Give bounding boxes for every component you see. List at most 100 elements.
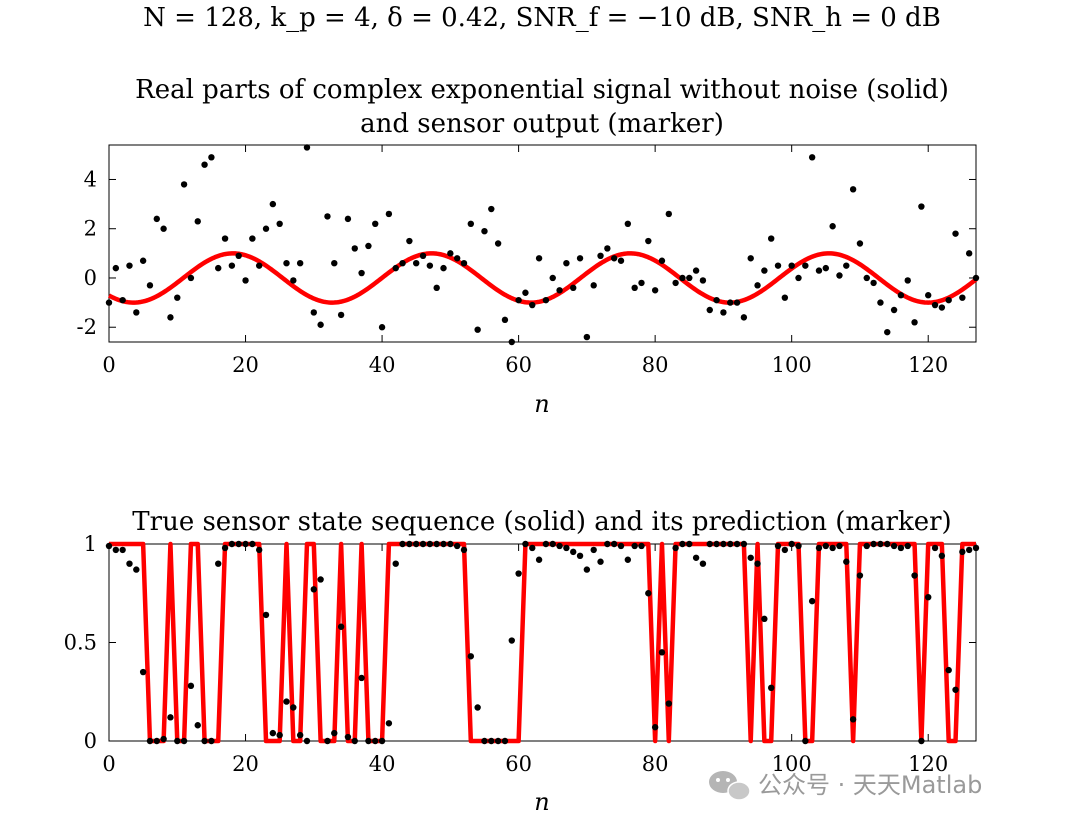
- data-point: [433, 284, 440, 292]
- data-point: [904, 277, 911, 284]
- data-point: [788, 262, 795, 269]
- data-point: [399, 540, 406, 548]
- data-point: [453, 542, 461, 550]
- data-point: [918, 737, 925, 745]
- data-point: [617, 542, 625, 550]
- data-point: [447, 250, 454, 257]
- xtick-label: 0: [102, 353, 115, 377]
- data-point: [460, 546, 468, 554]
- ytick-label: 4: [84, 167, 97, 191]
- data-point: [795, 274, 802, 282]
- data-point: [126, 560, 133, 567]
- data-point: [570, 284, 577, 292]
- data-point: [808, 154, 816, 161]
- data-point: [713, 540, 720, 548]
- data-point: [447, 540, 454, 548]
- data-point: [938, 552, 946, 560]
- xtick-label: 20: [232, 353, 259, 377]
- data-point: [228, 540, 236, 548]
- data-point: [870, 540, 877, 548]
- data-point: [392, 560, 399, 567]
- data-point: [358, 674, 365, 682]
- data-point: [679, 540, 686, 548]
- data-point: [378, 324, 386, 331]
- data-point: [549, 540, 556, 548]
- data-point: [781, 294, 789, 301]
- data-point: [972, 274, 980, 282]
- data-point: [249, 540, 256, 548]
- data-point: [365, 242, 372, 250]
- data-point: [658, 257, 666, 264]
- data-point: [433, 540, 440, 548]
- ytick-label: 1: [84, 532, 97, 556]
- xtick-label: 20: [232, 752, 259, 776]
- chart2-state-line: [109, 541, 976, 744]
- data-point: [453, 255, 461, 262]
- data-point: [638, 279, 645, 287]
- data-point: [262, 611, 270, 619]
- data-point: [413, 260, 420, 267]
- data-point: [201, 737, 208, 745]
- data-point: [529, 301, 536, 309]
- data-point: [549, 274, 556, 282]
- data-point: [877, 540, 884, 548]
- data-point: [378, 737, 386, 745]
- data-point: [931, 544, 939, 552]
- data-point: [788, 540, 795, 548]
- data-point: [160, 735, 167, 743]
- ytick-label: 0.5: [64, 631, 97, 655]
- data-point: [802, 737, 809, 745]
- xtick-label: 0: [102, 752, 115, 776]
- wechat-icon: [709, 771, 751, 801]
- data-point: [952, 230, 959, 237]
- data-point: [884, 540, 891, 548]
- data-point: [597, 558, 604, 565]
- data-point: [863, 542, 870, 550]
- data-point: [208, 154, 215, 161]
- data-point: [324, 737, 331, 745]
- data-point: [925, 593, 932, 601]
- subplot-2: True sensor state sequence (solid) and i…: [64, 507, 980, 816]
- data-point: [713, 296, 720, 304]
- data-point: [365, 737, 372, 745]
- ytick-label: 0: [84, 266, 97, 290]
- data-point: [194, 722, 201, 729]
- data-point: [836, 272, 843, 279]
- data-point: [249, 235, 256, 242]
- data-point: [133, 309, 140, 316]
- data-point: [945, 296, 952, 304]
- data-point: [672, 544, 679, 552]
- data-point: [488, 737, 495, 745]
- data-point: [296, 260, 304, 267]
- data-point: [836, 542, 843, 550]
- xtick-label: 120: [908, 353, 948, 377]
- data-point: [467, 653, 475, 660]
- data-point: [290, 277, 297, 284]
- data-point: [720, 309, 727, 316]
- xtick-label: 120: [908, 752, 948, 776]
- data-point: [146, 282, 154, 289]
- ytick-label: 2: [84, 217, 97, 241]
- data-point: [672, 279, 679, 287]
- data-point: [945, 666, 952, 674]
- data-point: [570, 548, 577, 556]
- data-point: [829, 544, 836, 552]
- data-point: [276, 731, 283, 739]
- data-point: [597, 252, 604, 260]
- data-point: [556, 287, 563, 294]
- chart1-signal-line: [107, 251, 978, 305]
- data-point: [651, 724, 659, 731]
- data-point: [843, 262, 850, 269]
- data-point: [242, 540, 249, 548]
- data-point: [658, 649, 666, 656]
- chart1-title-line1: Real parts of complex exponential signal…: [135, 75, 949, 105]
- data-point: [174, 294, 181, 301]
- chart2-ticks: 0 20 40 60 80 100 120 0 0.5 1: [64, 532, 976, 776]
- data-point: [481, 227, 488, 235]
- data-point: [822, 542, 830, 550]
- data-point: [283, 260, 290, 267]
- data-point: [160, 225, 167, 232]
- data-point: [815, 267, 823, 274]
- data-point: [774, 542, 782, 550]
